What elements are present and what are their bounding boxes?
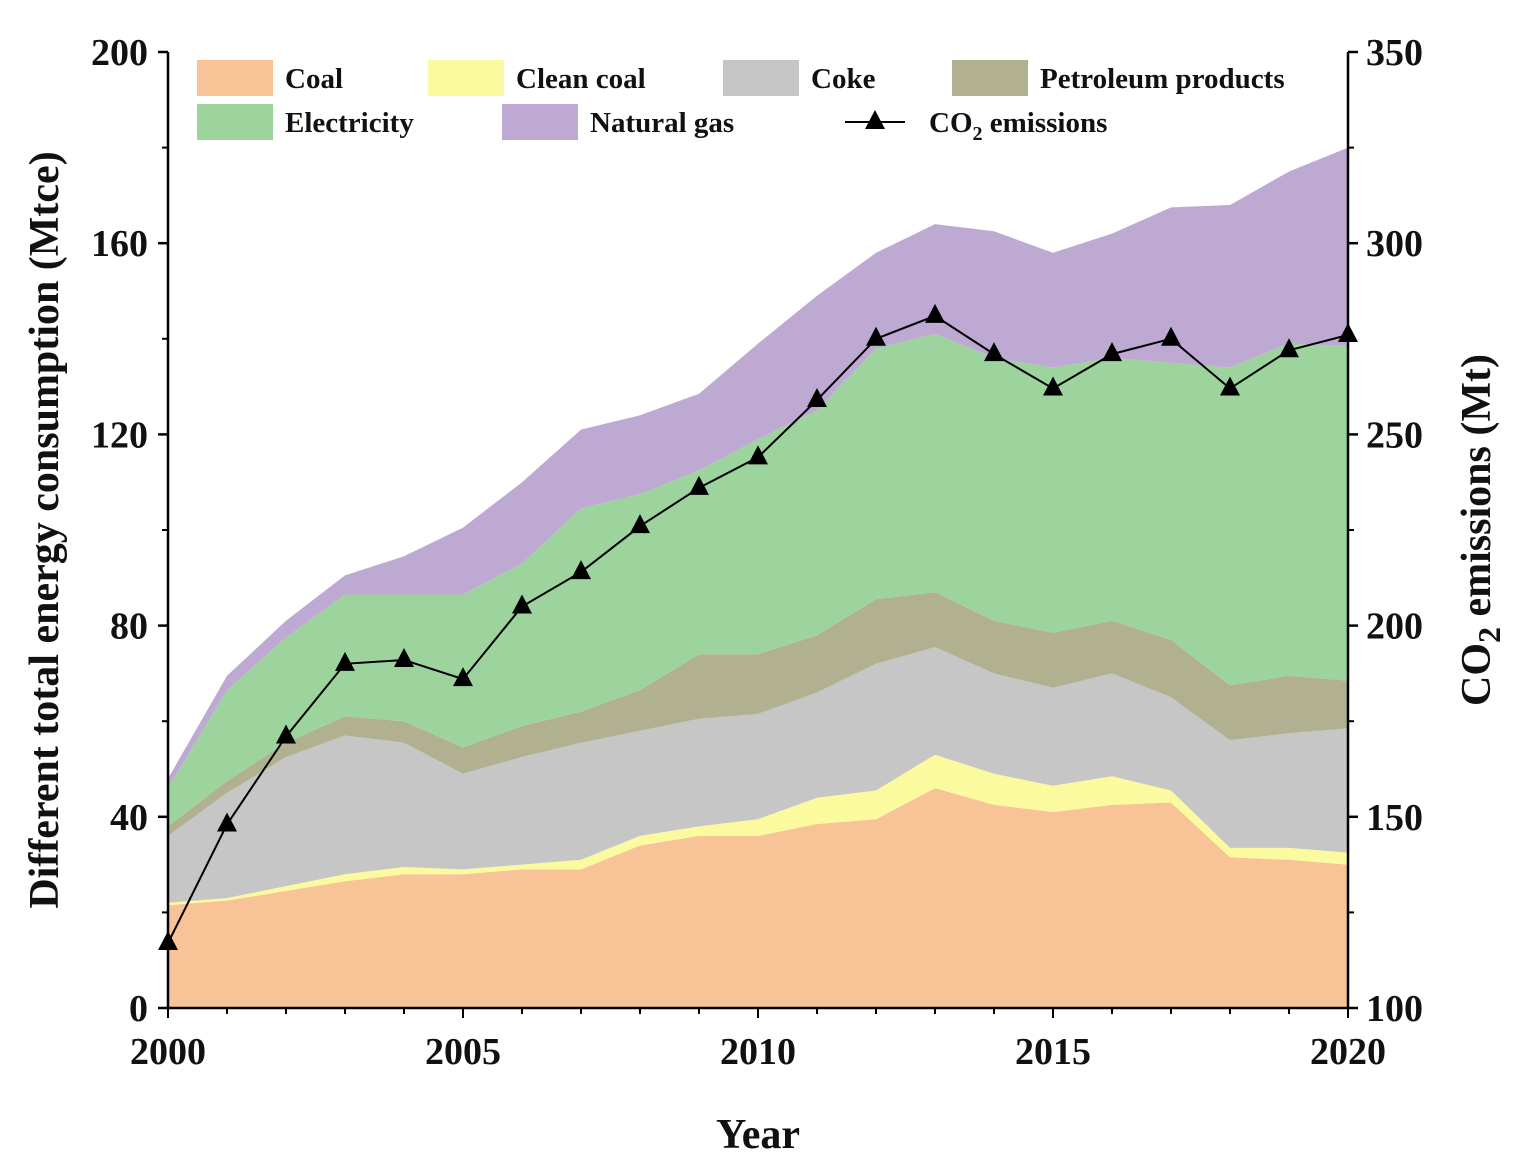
legend-label: Clean coal bbox=[516, 63, 646, 95]
area-clean-coal bbox=[168, 754, 1348, 906]
co2-point-2016 bbox=[1102, 342, 1122, 362]
co2-point-2005 bbox=[453, 667, 473, 687]
area-petroleum-products bbox=[168, 592, 1348, 836]
legend-swatch bbox=[952, 60, 1028, 96]
x-axis-title: Year bbox=[716, 1112, 800, 1158]
legend-swatch bbox=[428, 60, 504, 96]
co2-point-2007 bbox=[571, 560, 591, 580]
co2-point-2010 bbox=[748, 445, 768, 465]
legend-label: Coke bbox=[811, 63, 876, 95]
co2-point-2013 bbox=[925, 303, 945, 323]
y-tick-label: 120 bbox=[91, 414, 148, 456]
y2-tick-label: 200 bbox=[1366, 606, 1423, 648]
legend-swatch bbox=[502, 104, 578, 140]
y-tick-label: 40 bbox=[110, 797, 148, 839]
y2-tick-label: 300 bbox=[1366, 223, 1423, 265]
axes: 0 40 80 120 160 200 100 150 200 250 300 350 2000 2005… bbox=[91, 32, 1423, 1073]
legend-label: Petroleum products bbox=[1040, 63, 1285, 95]
stacked-areas bbox=[168, 147, 1348, 1008]
y2-tick-label: 150 bbox=[1366, 797, 1423, 839]
co2-point-2001 bbox=[217, 812, 237, 832]
legend-label: Coal bbox=[285, 63, 343, 95]
legend-label: Electricity bbox=[285, 107, 414, 139]
y2-tick-label: 100 bbox=[1366, 988, 1423, 1030]
y-axis-title: Different total energy consumption (Mtce… bbox=[22, 151, 68, 908]
co2-point-2003 bbox=[335, 651, 355, 671]
y2-tick-label: 350 bbox=[1366, 32, 1423, 74]
y2-axis-title: CO2 emissions (Mt) bbox=[1454, 354, 1507, 706]
co2-point-2019 bbox=[1279, 338, 1299, 358]
triangle-marker-icon bbox=[865, 110, 885, 129]
y2-axis-title-rest: emissions (Mt) bbox=[1454, 354, 1500, 627]
co2-emissions-series bbox=[158, 303, 1358, 950]
x-tick-label: 2015 bbox=[1015, 1031, 1091, 1073]
co2-point-2015 bbox=[1043, 376, 1063, 396]
legend-swatch bbox=[197, 60, 273, 96]
area-coke bbox=[168, 647, 1348, 903]
legend-item-coal: Coal bbox=[197, 60, 343, 96]
area-coal bbox=[168, 788, 1348, 1008]
x-tick-label: 2000 bbox=[130, 1031, 206, 1073]
area-natural-gas bbox=[168, 147, 1348, 789]
co2-point-2009 bbox=[689, 475, 709, 495]
co2-point-2006 bbox=[512, 594, 532, 614]
legend-item-petroleum-products: Petroleum products bbox=[952, 60, 1285, 96]
co2-point-2014 bbox=[984, 342, 1004, 362]
x-tick-label: 2020 bbox=[1310, 1031, 1386, 1073]
y2-axis-title-main: CO bbox=[1454, 643, 1500, 706]
legend-swatch bbox=[197, 104, 273, 140]
x-tick-label: 2010 bbox=[720, 1031, 796, 1073]
co2-point-2008 bbox=[630, 514, 650, 534]
legend-item-clean-coal: Clean coal bbox=[428, 60, 646, 96]
co2-point-2012 bbox=[866, 326, 886, 346]
co2-point-2018 bbox=[1220, 376, 1240, 396]
y-tick-label: 0 bbox=[129, 988, 148, 1030]
area-electricity bbox=[168, 334, 1348, 827]
co2-point-2011 bbox=[807, 387, 827, 407]
co2-point-2017 bbox=[1161, 326, 1181, 346]
co2-point-2004 bbox=[394, 648, 414, 668]
y-tick-label: 80 bbox=[110, 606, 148, 648]
x-tick-label: 2005 bbox=[425, 1031, 501, 1073]
legend-item-coke: Coke bbox=[723, 60, 876, 96]
y2-axis-title-subscript: 2 bbox=[1471, 627, 1507, 643]
co2-point-2002 bbox=[276, 724, 296, 744]
y-tick-label: 200 bbox=[91, 32, 148, 74]
legend-label: CO2 emissions bbox=[929, 107, 1107, 145]
legend-item-co-emissions: CO2 emissions bbox=[845, 107, 1107, 145]
y-tick-label: 160 bbox=[91, 223, 148, 265]
legend-swatch bbox=[723, 60, 799, 96]
legend-label: Natural gas bbox=[590, 107, 734, 139]
legend-item-electricity: Electricity bbox=[197, 104, 414, 140]
legend: Coal Clean coal Coke Petroleum products Elec… bbox=[197, 60, 1285, 145]
legend-item-natural-gas: Natural gas bbox=[502, 104, 734, 140]
y2-tick-label: 250 bbox=[1366, 414, 1423, 456]
